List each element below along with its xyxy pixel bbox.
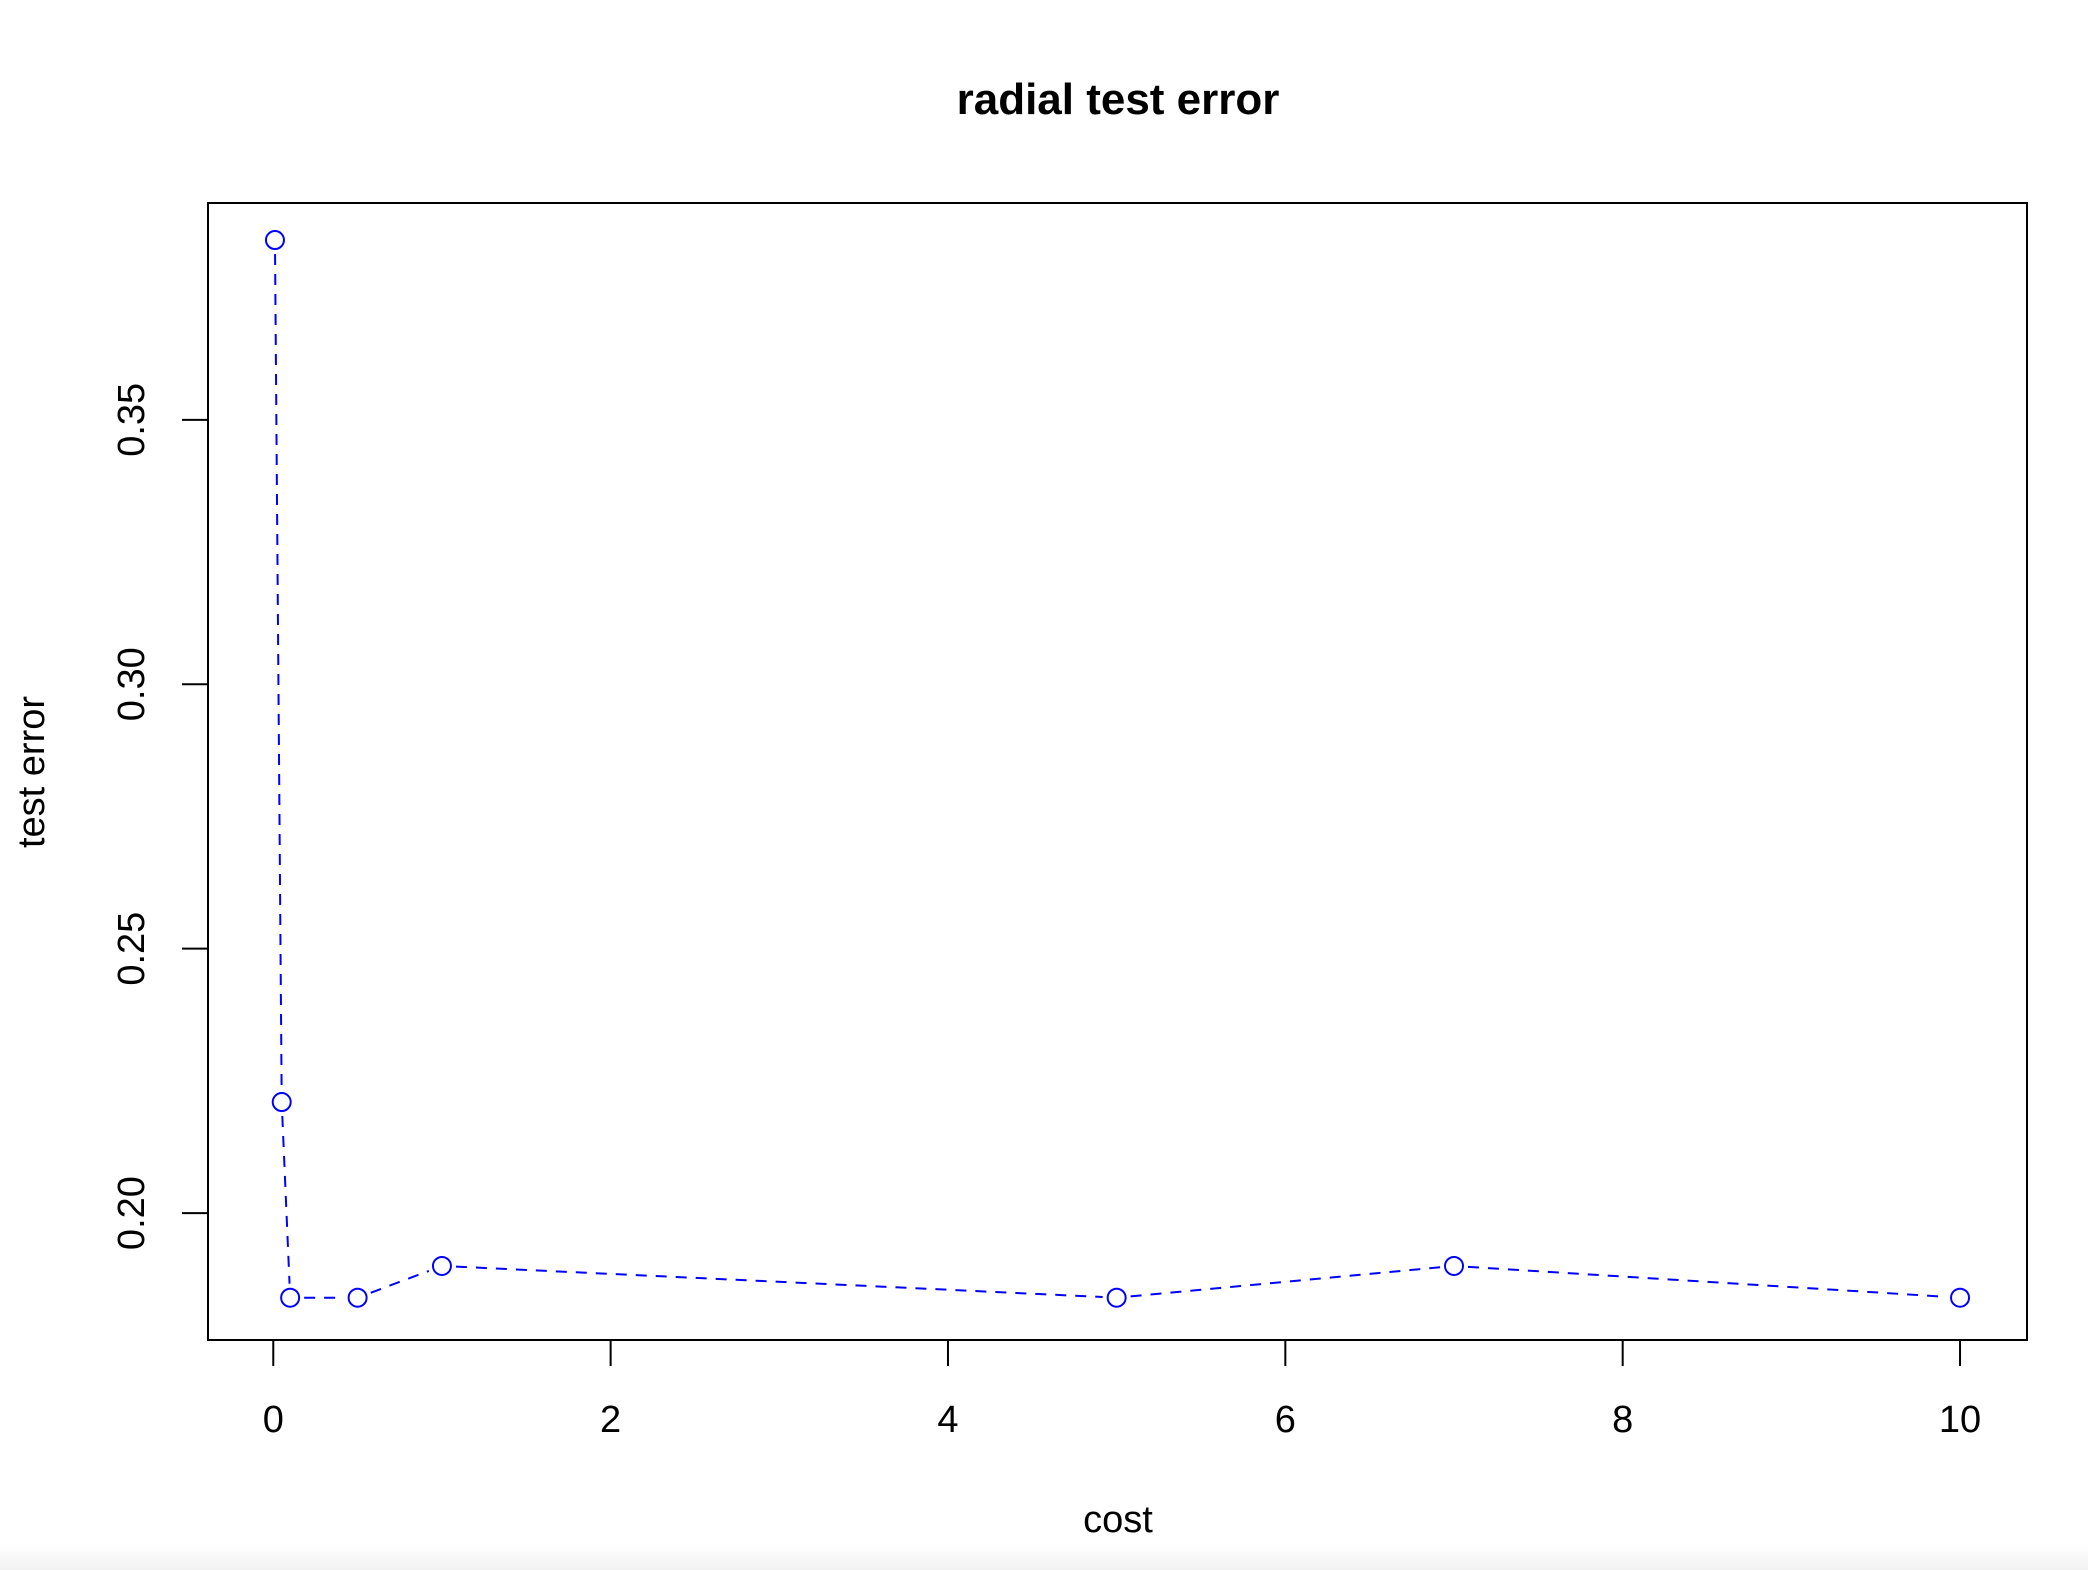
data-point bbox=[1106, 1287, 1127, 1308]
y-tick-label: 0.20 bbox=[111, 1176, 153, 1250]
series-line-segment bbox=[1130, 1266, 1441, 1298]
x-tick-label: 2 bbox=[600, 1399, 621, 1441]
y-axis: 0.20 0.25 0.30 0.35 bbox=[111, 383, 209, 1250]
window-bottom-edge bbox=[0, 1544, 2088, 1570]
series-line-segment bbox=[1467, 1265, 1947, 1298]
x-tick-label: 6 bbox=[1275, 1399, 1296, 1441]
y-tick-label: 0.30 bbox=[111, 647, 153, 721]
data-point bbox=[431, 1255, 452, 1276]
series-line-segment bbox=[274, 254, 283, 1089]
y-axis-label: test error bbox=[11, 696, 53, 848]
series-line-segment bbox=[370, 1269, 430, 1294]
x-axis-label: cost bbox=[1083, 1499, 1153, 1541]
x-tick-label: 10 bbox=[1939, 1399, 1981, 1441]
data-point bbox=[271, 1092, 292, 1113]
data-point bbox=[280, 1287, 301, 1308]
series-layer bbox=[264, 230, 1971, 1308]
series-line-segment bbox=[281, 1115, 291, 1284]
plot-frame bbox=[207, 202, 2028, 1341]
y-tick-label: 0.35 bbox=[111, 383, 153, 457]
data-point bbox=[1444, 1255, 1465, 1276]
series-line-segment bbox=[455, 1265, 1103, 1299]
data-point bbox=[264, 230, 285, 251]
x-tick-label: 8 bbox=[1612, 1399, 1633, 1441]
data-point bbox=[347, 1287, 368, 1308]
data-point bbox=[1950, 1287, 1971, 1308]
x-tick-label: 4 bbox=[937, 1399, 958, 1441]
x-axis: 0 2 4 6 8 10 bbox=[263, 1339, 1981, 1441]
chart-title: radial test error bbox=[957, 75, 1280, 124]
y-tick-label: 0.25 bbox=[111, 912, 153, 986]
x-tick-label: 0 bbox=[263, 1399, 284, 1441]
